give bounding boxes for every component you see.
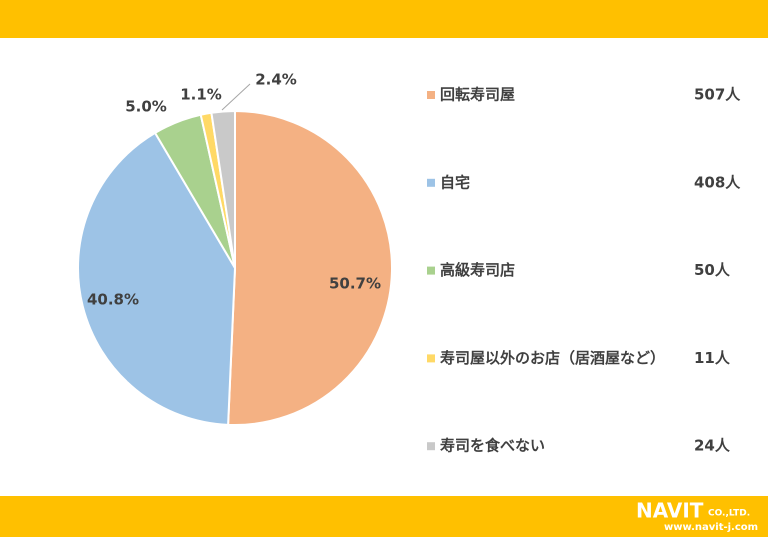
logo-url: www.navit-j.com: [664, 522, 758, 533]
count-label: 507人: [694, 86, 741, 104]
data-label: 50.7%: [329, 275, 381, 293]
logo: NAVIT: [636, 499, 704, 523]
legend-swatch: [427, 266, 435, 275]
data-label: 5.0%: [125, 98, 167, 116]
count-label: 50人: [694, 261, 731, 279]
legend-label: 寿司屋以外のお店（居酒屋など）: [440, 349, 665, 367]
data-label: 40.8%: [87, 291, 139, 309]
legend-swatch: [427, 91, 435, 99]
header-bar: [0, 0, 768, 38]
logo-company: CO.,LTD.: [708, 509, 750, 519]
legend-label: 自宅: [440, 173, 470, 191]
legend-swatch: [427, 442, 435, 451]
legend-label: 回転寿司屋: [440, 86, 515, 104]
legend-label: 寿司を食べない: [440, 437, 545, 455]
pie-slice: [77, 131, 237, 426]
legend-swatch: [427, 354, 435, 363]
legend-label: 高級寿司店: [440, 261, 515, 279]
data-label: 1.1%: [180, 86, 222, 104]
count-label: 24人: [694, 437, 731, 455]
legend-swatch: [427, 178, 435, 187]
footer-bar: [0, 496, 768, 537]
pie-slice: [210, 109, 236, 269]
data-label: 2.4%: [255, 71, 297, 89]
count-label: 11人: [694, 349, 731, 367]
pie-slice: [227, 109, 393, 426]
count-label: 408人: [694, 173, 741, 191]
leader-line: [221, 83, 251, 111]
